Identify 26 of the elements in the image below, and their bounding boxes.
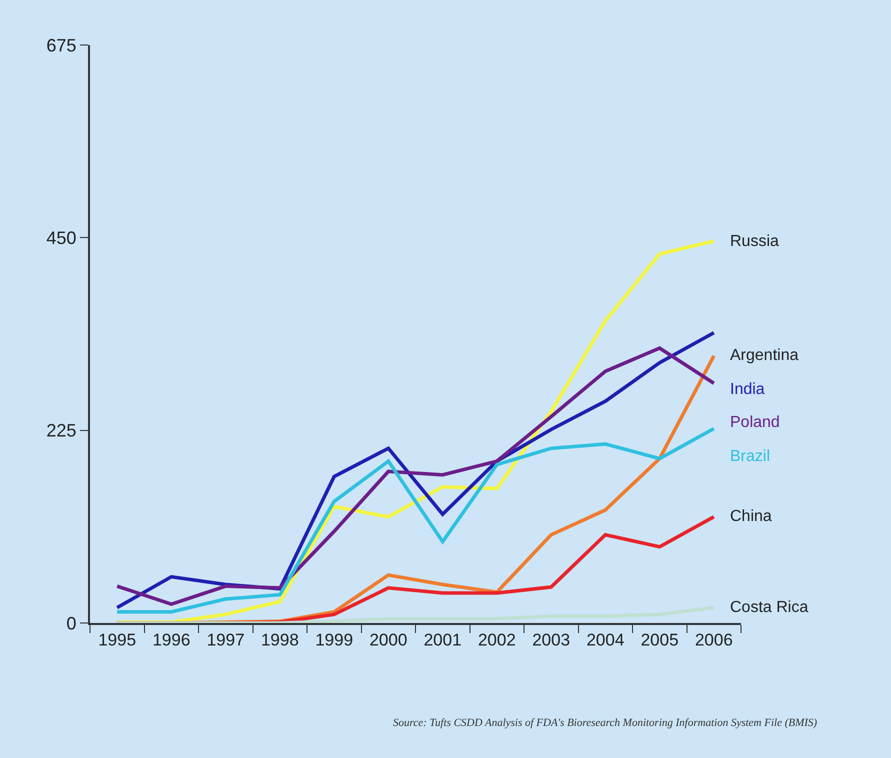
y-tick-label: 675 xyxy=(46,35,76,56)
source-note: Source: Tufts CSDD Analysis of FDA's Bioresearch Monitoring Information System File (BMIS) xyxy=(393,717,818,729)
series-label: Argentina xyxy=(730,347,799,364)
x-tick-label: 2001 xyxy=(424,630,462,650)
x-tick-label: 2004 xyxy=(586,630,624,650)
x-tick-label: 2005 xyxy=(640,630,679,650)
line-series xyxy=(115,426,716,614)
series-label: Russia xyxy=(730,233,780,250)
x-tick-label: 2006 xyxy=(694,630,733,650)
series-label: Brazil xyxy=(730,448,770,465)
x-tick-label: 2003 xyxy=(532,630,570,650)
y-tick-label: 450 xyxy=(46,228,76,248)
line-series xyxy=(115,606,716,623)
x-tick-label: 1995 xyxy=(98,630,136,650)
text: India xyxy=(730,381,765,398)
x-tick-label: 2002 xyxy=(478,630,516,650)
x-tick-label: 1998 xyxy=(260,630,299,650)
y-tick-label: 225 xyxy=(46,420,76,441)
x-tick-label: 2000 xyxy=(369,630,408,650)
x-tick-label: 1996 xyxy=(152,630,190,650)
series-label: Costa Rica xyxy=(730,599,808,616)
x-tick-label: 1999 xyxy=(315,630,354,650)
y-tick-label: 0 xyxy=(66,613,76,634)
x-tick-label: 1997 xyxy=(206,630,245,650)
text: Poland xyxy=(730,414,780,431)
series-label: China xyxy=(730,508,772,525)
